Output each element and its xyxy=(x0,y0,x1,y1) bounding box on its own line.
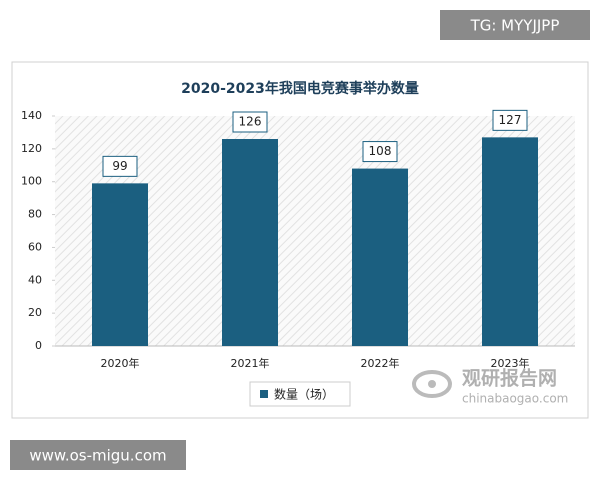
value-label: 126 xyxy=(239,115,262,129)
y-tick-label: 60 xyxy=(28,240,42,253)
logo-icon xyxy=(412,370,452,398)
bar xyxy=(482,137,538,346)
x-tick-label: 2020年 xyxy=(101,356,140,370)
bar xyxy=(352,168,408,346)
value-label-box xyxy=(492,109,528,131)
bar xyxy=(222,139,278,346)
watermark: www.os-migu.com xyxy=(29,447,166,465)
watermark: TG: MYYJJPP xyxy=(470,17,560,35)
bar xyxy=(92,183,148,346)
x-tick-label: 2022年 xyxy=(361,356,400,370)
logo-icon xyxy=(428,380,436,388)
logo-name: 观研报告网 xyxy=(462,367,557,390)
watermark-box xyxy=(440,10,590,40)
logo-url: chinabaogao.com xyxy=(462,392,568,406)
value-label: 127 xyxy=(499,113,522,127)
y-tick-label: 40 xyxy=(28,273,42,286)
legend-swatch xyxy=(260,390,268,398)
value-label: 99 xyxy=(112,159,127,173)
legend-box xyxy=(249,381,351,407)
legend-label: 数量（场） xyxy=(274,387,334,402)
y-tick-label: 20 xyxy=(28,306,42,319)
value-label-box xyxy=(362,141,398,163)
logo: 观研报告网 chinabaogao.com xyxy=(412,367,568,406)
y-tick-label: 120 xyxy=(21,142,42,155)
value-label-box xyxy=(102,155,138,177)
y-tick-label: 100 xyxy=(21,175,42,188)
y-tick-label: 0 xyxy=(35,339,42,352)
y-tick-label: 140 xyxy=(21,109,42,122)
y-tick-label: 80 xyxy=(28,208,42,221)
x-tick-label: 2023年 xyxy=(491,356,530,370)
value-label-box xyxy=(232,111,268,133)
value-label: 108 xyxy=(369,144,392,158)
watermark-box xyxy=(10,440,186,470)
x-tick-label: 2021年 xyxy=(231,356,270,370)
chart-title: 2020-2023年我国电竞赛事举办数量 xyxy=(181,80,419,97)
